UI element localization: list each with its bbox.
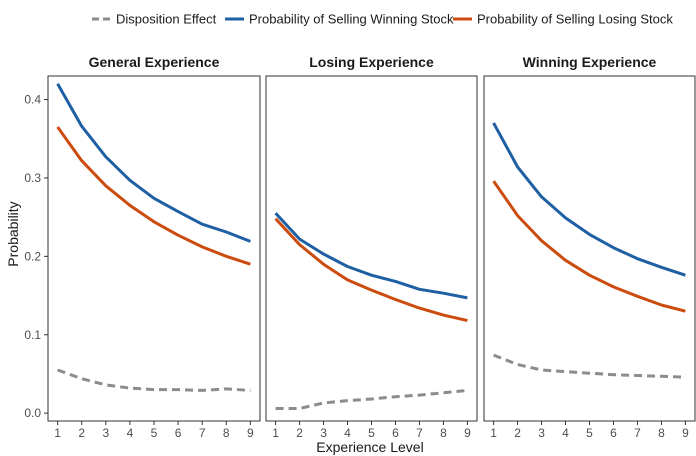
x-tick-label: 4 [344,426,351,440]
series-line [493,353,686,379]
x-tick-label: 3 [538,426,545,440]
facet-panels: General Experience 1 2 3 4 5 6 7 8 9 0.0 0.1 0.2 0.3 0… [24,54,696,440]
y-tick-label: 0.0 [24,406,41,420]
x-tick-label: 9 [682,426,689,440]
x-tick-label: 5 [586,426,593,440]
legend-label: Probability of Selling Losing Stock [477,12,673,27]
facet-panel: Losing Experience 1 2 3 4 5 6 7 8 9 [265,54,478,440]
x-tick-label: 2 [296,426,303,440]
series-line [56,126,251,266]
x-tick-label: 8 [440,426,447,440]
x-tick-label: 2 [514,426,521,440]
legend-item: Probability of Selling Winning Stock [225,12,454,27]
facet-panel: Winning Experience 1 2 3 4 5 6 7 8 9 [483,54,696,440]
x-tick-label: 4 [562,426,569,440]
x-tick-label: 3 [320,426,327,440]
x-tick-label: 1 [490,426,497,440]
facet-title: Losing Experience [309,54,434,70]
x-tick-label: 6 [175,426,182,440]
x-tick-label: 6 [610,426,617,440]
legend-label: Probability of Selling Winning Stock [249,12,454,27]
facet-title: General Experience [89,54,220,70]
panel-border [483,75,696,422]
y-tick-label: 0.1 [24,328,41,342]
legend-item: Disposition Effect [92,12,217,27]
series-line [492,180,686,313]
series-line [274,212,468,300]
series-line [492,122,686,277]
series-line [274,217,468,323]
legend: Disposition Effect Probability of Selling… [92,12,673,27]
x-tick-label: 7 [634,426,641,440]
x-tick-label: 9 [247,426,254,440]
x-tick-label: 3 [102,426,109,440]
y-tick-label: 0.2 [24,249,41,263]
legend-item: Probability of Selling Losing Stock [453,12,673,27]
x-tick-label: 1 [54,426,61,440]
x-tick-label: 5 [368,426,375,440]
x-tick-label: 9 [464,426,471,440]
y-tick-label: 0.4 [24,93,41,107]
series-line [57,368,251,392]
x-tick-label: 5 [151,426,158,440]
facet-title: Winning Experience [523,54,657,70]
series-line [56,83,251,243]
x-tick-label: 6 [392,426,399,440]
series-line [275,388,468,410]
x-axis-title: Experience Level [316,439,423,455]
x-tick-label: 7 [416,426,423,440]
x-tick-label: 1 [272,426,279,440]
y-axis-title: Probability [5,201,21,266]
x-tick-label: 8 [223,426,230,440]
y-tick-label: 0.3 [24,171,41,185]
facet-panel: General Experience 1 2 3 4 5 6 7 8 9 0.0 0.1 0.2 0.3 0… [24,54,261,440]
x-tick-label: 4 [127,426,134,440]
x-tick-label: 7 [199,426,206,440]
panel-border [265,75,478,422]
x-tick-label: 8 [658,426,665,440]
legend-label: Disposition Effect [116,12,217,27]
x-tick-label: 2 [78,426,85,440]
panel-border [47,75,261,422]
